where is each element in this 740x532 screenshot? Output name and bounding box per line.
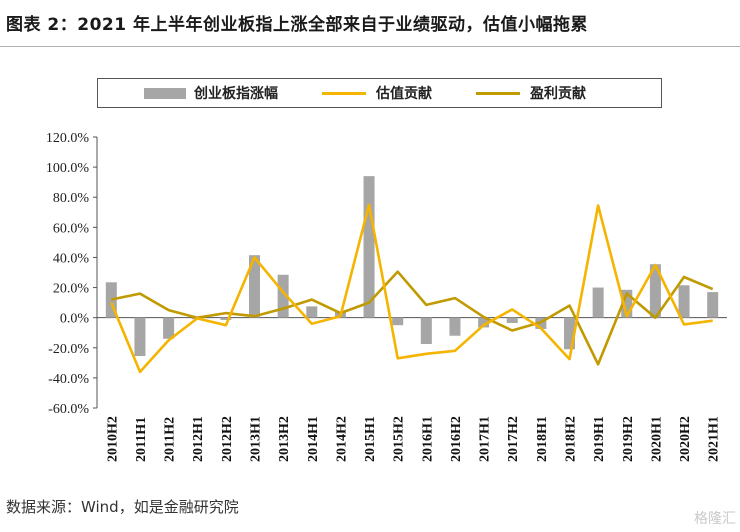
legend-swatch-bar <box>144 87 186 99</box>
x-tick-label: 2013H1 <box>249 416 264 462</box>
y-tick-label: -40.0% <box>48 372 89 387</box>
bar-2014H1 <box>306 306 318 318</box>
legend-swatch-valuation <box>322 91 366 95</box>
x-tick-label: 2017H1 <box>478 416 493 462</box>
bar-2020H2 <box>678 285 690 318</box>
bar-2011H1 <box>134 317 146 357</box>
x-tick-label: 2014H2 <box>334 416 349 462</box>
x-tick-label: 2020H1 <box>649 416 664 462</box>
legend-item-bar: 创业板指涨幅 <box>144 83 278 103</box>
bar-2020H1 <box>649 264 661 318</box>
x-tick-label: 2016H2 <box>449 416 464 462</box>
x-tick-label: 2019H2 <box>621 416 636 462</box>
x-tick-label: 2019H1 <box>592 416 607 462</box>
bar-2013H2 <box>277 274 289 318</box>
legend-item-valuation: 估值贡献 <box>322 83 432 103</box>
x-tick-label: 2021H1 <box>707 416 722 462</box>
bar-2015H1 <box>363 176 375 318</box>
source-note: 数据来源：Wind，如是金融研究院 <box>6 498 239 516</box>
bar-2015H2 <box>392 317 404 326</box>
legend-label-earnings: 盈利贡献 <box>530 86 586 102</box>
bar-2010H2 <box>105 282 117 318</box>
y-tick-label: -20.0% <box>48 342 89 357</box>
x-tick-label: 2012H1 <box>191 416 206 462</box>
chart-legend: 创业板指涨幅 估值贡献 盈利贡献 <box>97 78 662 108</box>
y-tick-label: 100.0% <box>46 161 90 176</box>
x-tick-label: 2020H2 <box>678 416 693 462</box>
bar-2019H2 <box>621 289 633 318</box>
legend-label-valuation: 估值贡献 <box>376 86 432 102</box>
watermark-logo: 格隆汇 <box>694 511 736 527</box>
x-tick-label: 2018H2 <box>564 416 579 462</box>
x-tick-label: 2012H2 <box>220 416 235 462</box>
x-tick-label: 2016H1 <box>420 416 435 462</box>
x-tick-label: 2018H1 <box>535 416 550 462</box>
y-tick-label: -60.0% <box>48 402 89 417</box>
legend-item-earnings: 盈利贡献 <box>476 83 586 103</box>
x-tick-label: 2014H1 <box>306 416 321 462</box>
bar-2016H1 <box>420 317 432 345</box>
y-tick-label: 60.0% <box>53 221 90 236</box>
y-tick-label: 120.0% <box>46 131 90 146</box>
bar-2018H2 <box>564 317 575 350</box>
bar-2012H2 <box>220 317 232 320</box>
x-tick-label: 2010H2 <box>105 416 120 462</box>
y-tick-label: 0.0% <box>60 312 90 327</box>
chart-title: 图表 2：2021 年上半年创业板指上涨全部来自于业绩驱动，估值小幅拖累 <box>6 15 588 35</box>
valuation-line <box>110 203 713 374</box>
x-tick-label: 2011H2 <box>163 417 178 462</box>
y-tick-label: 40.0% <box>53 251 90 266</box>
x-tick-label: 2015H1 <box>363 416 378 462</box>
x-tick-label: 2017H2 <box>506 416 521 462</box>
legend-swatch-earnings <box>476 91 520 95</box>
earnings-line <box>111 270 714 366</box>
bar-2021H1 <box>707 292 719 318</box>
bar-2017H1 <box>478 317 490 328</box>
legend-label-bar: 创业板指涨幅 <box>194 86 278 102</box>
bar-2017H2 <box>506 317 518 323</box>
bar-2016H2 <box>449 317 461 336</box>
y-tick-label: 20.0% <box>53 282 90 297</box>
bar-2011H2 <box>163 317 175 339</box>
x-tick-label: 2011H1 <box>134 417 149 462</box>
bar-2019H1 <box>592 287 604 318</box>
bar-2013H1 <box>249 255 260 318</box>
x-tick-label: 2013H2 <box>277 416 292 462</box>
y-tick-label: 80.0% <box>53 191 90 206</box>
title-divider <box>0 46 740 47</box>
x-tick-label: 2015H2 <box>392 416 407 462</box>
